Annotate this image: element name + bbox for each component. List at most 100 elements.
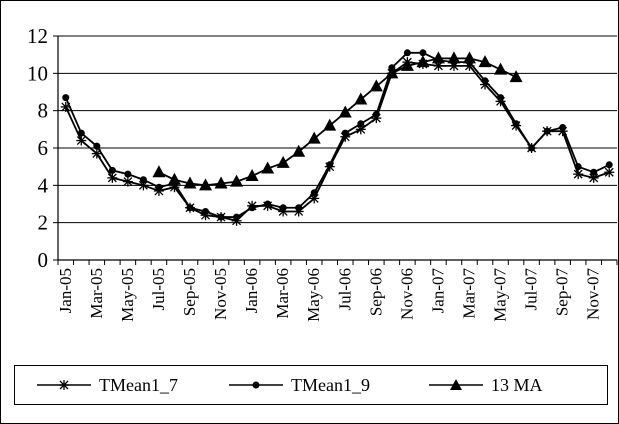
- x-tick-label: Jan-07: [428, 268, 447, 314]
- data-point-asterisk-stroke: [309, 193, 319, 203]
- data-point-triangle: [152, 165, 166, 178]
- data-point-asterisk-stroke: [123, 177, 133, 187]
- data-point-circle: [605, 161, 613, 169]
- data-point-circle: [93, 142, 101, 150]
- data-point-circle: [372, 110, 380, 118]
- x-tick-label: Jul-06: [335, 268, 354, 311]
- data-point-triangle: [323, 118, 337, 131]
- series-markers: [60, 49, 615, 226]
- data-point-asterisk-stroke: [61, 102, 71, 112]
- data-point-triangle: [183, 176, 197, 189]
- axes: [53, 35, 618, 265]
- data-point-circle: [543, 127, 551, 135]
- x-tick-label: May-06: [304, 268, 323, 322]
- data-point-circle: [326, 161, 334, 169]
- data-point-circle: [248, 204, 256, 212]
- x-tick-label: Nov-06: [397, 268, 416, 320]
- x-tick-label: May-05: [118, 268, 137, 322]
- data-point-circle: [295, 204, 303, 212]
- data-point-asterisk-stroke: [138, 180, 148, 190]
- data-point-triangle: [462, 51, 476, 64]
- legend-label-series-2: TMean1_9: [291, 374, 370, 395]
- data-point-asterisk: [60, 101, 71, 112]
- data-point-triangle: [494, 62, 508, 75]
- data-point-triangle: [276, 155, 290, 168]
- data-point-asterisk: [107, 172, 118, 183]
- data-point-circle: [217, 213, 225, 221]
- data-point-triangle: [199, 178, 213, 191]
- data-point-triangle: [245, 169, 259, 181]
- legend-label-series-3: 13 MA: [491, 374, 543, 395]
- x-tick-label: Jul-07: [522, 268, 541, 311]
- data-point-triangle: [338, 105, 352, 118]
- data-point-triangle: [431, 51, 445, 64]
- data-point-triangle: [307, 131, 321, 144]
- data-point-circle: [310, 189, 318, 197]
- data-point-circle: [77, 129, 85, 137]
- x-tick-label: Jul-05: [149, 268, 168, 311]
- grid-lines: [58, 35, 617, 224]
- data-point-circle: [497, 94, 505, 102]
- y-tick-label: 4: [38, 173, 49, 197]
- legend-item-series-3: 13 MA: [427, 366, 543, 404]
- legend-triangle-marker-icon: [429, 379, 483, 390]
- data-point-asterisk-stroke: [76, 136, 86, 145]
- data-point-asterisk-stroke: [356, 124, 366, 134]
- data-point-asterisk: [588, 172, 599, 183]
- x-tick-label: Sep-07: [553, 268, 572, 317]
- legend-label-series-1: TMean1_7: [99, 374, 178, 395]
- data-point-circle: [590, 168, 598, 176]
- x-tick-label: Nov-05: [211, 268, 230, 320]
- data-point-circle: [186, 204, 194, 212]
- data-point-circle: [124, 170, 132, 178]
- x-tick-label: Jan-06: [242, 268, 261, 313]
- x-tick-label: Jan-05: [56, 268, 75, 313]
- data-point-triangle: [509, 70, 523, 83]
- data-point-triangle: [167, 172, 181, 185]
- data-point-circle: [357, 120, 365, 128]
- data-point-triangle: [369, 79, 383, 92]
- x-tick-label: Mar-05: [87, 268, 106, 319]
- legend-asterisk-marker-icon: [37, 380, 91, 390]
- legend-item-series-1: TMean1_7: [35, 366, 178, 404]
- data-point-triangle: [230, 174, 244, 187]
- legend-circle-marker-icon: [229, 381, 283, 389]
- data-point-circle: [481, 77, 489, 85]
- data-point-asterisk-stroke: [589, 173, 599, 183]
- data-point-triangle: [261, 161, 275, 174]
- data-point-circle: [233, 213, 241, 221]
- data-point-asterisk: [604, 167, 615, 178]
- data-point-asterisk: [122, 176, 133, 187]
- data-point-circle: [341, 129, 349, 137]
- x-tick-label: Sep-06: [366, 268, 385, 316]
- data-point-circle: [108, 166, 116, 174]
- data-point-triangle: [416, 55, 430, 68]
- data-point-triangle: [292, 144, 306, 157]
- data-point-circle: [574, 163, 582, 171]
- data-point-circle: [279, 204, 287, 212]
- series-line-2: [64, 51, 610, 218]
- legend-item-series-2: TMean1_9: [227, 366, 370, 404]
- data-point-asterisk: [91, 148, 102, 159]
- data-point-triangle: [385, 66, 399, 79]
- data-point-asterisk-stroke: [92, 149, 102, 159]
- data-point-circle: [62, 94, 70, 102]
- data-point-circle: [155, 183, 163, 191]
- data-point-asterisk: [573, 169, 584, 180]
- data-point-triangle: [447, 51, 461, 64]
- x-tick-label: Mar-06: [273, 268, 292, 319]
- data-point-circle: [419, 49, 427, 57]
- data-point-asterisk: [76, 135, 87, 146]
- series-line-3: [158, 57, 517, 187]
- data-point-circle: [512, 120, 520, 128]
- y-tick-label: 6: [38, 136, 49, 160]
- data-point-asterisk-stroke: [604, 167, 614, 177]
- series-lines: [64, 51, 610, 222]
- data-point-circle: [264, 200, 272, 208]
- x-tick-label: Nov-07: [584, 268, 603, 320]
- tick-labels: 0 2 4 6 8 10 12 Jan-05 Mar-05 May-05 Jul-05 Sep-05 N…: [27, 24, 603, 322]
- y-tick-label: 2: [38, 211, 49, 235]
- data-point-asterisk-stroke: [573, 169, 583, 179]
- y-tick-label: 8: [38, 99, 49, 123]
